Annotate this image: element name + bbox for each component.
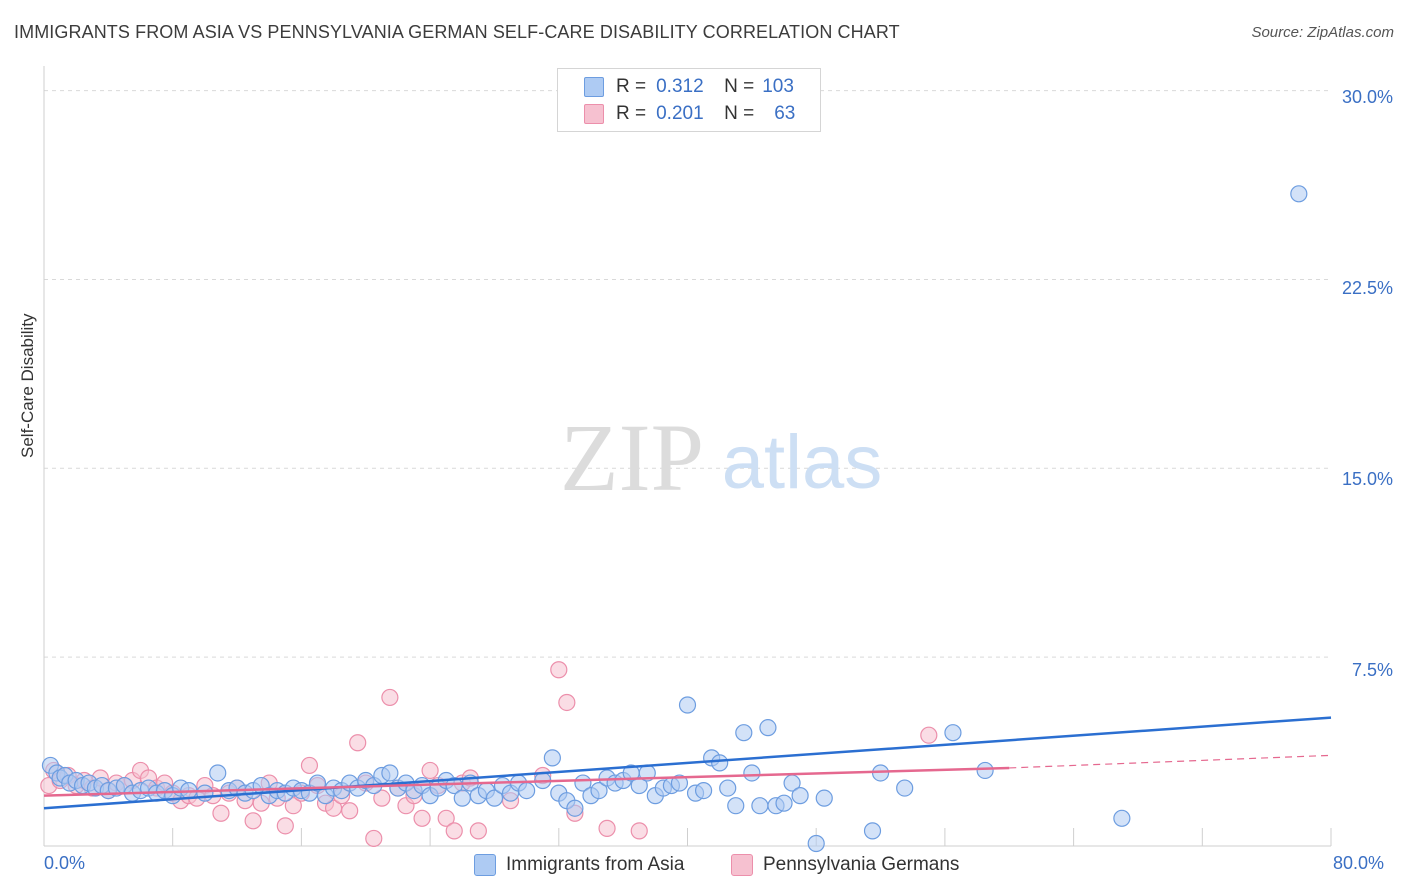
data-point-pa-german (413, 809, 431, 827)
data-point-pa-german (365, 829, 383, 848)
y-tick-30: 30.0% (1341, 87, 1393, 107)
data-point-pa-german (421, 761, 439, 780)
data-point-asia (518, 782, 536, 800)
data-point-pa-german (550, 661, 568, 679)
data-point-asia (735, 724, 753, 742)
data-point-pa-german (445, 822, 463, 840)
bottom-legend-swatch-blue (474, 854, 496, 876)
data-point-asia (678, 696, 697, 714)
watermark-zip: ZIP (560, 404, 704, 511)
data-point-pa-german (276, 817, 294, 835)
legend-r-label: R = (616, 76, 647, 97)
data-point-asia (196, 784, 214, 802)
data-point-asia (711, 754, 729, 772)
data-point-asia (381, 764, 399, 782)
data-point-asia (751, 797, 769, 815)
correlation-legend: R = 0.312 N = 103 R = 0.201 N = 63 (557, 68, 821, 132)
data-point-asia (727, 797, 745, 815)
legend-r-value: 0.312 (656, 76, 704, 97)
x-tick-80: 80.0% (1333, 853, 1385, 873)
data-point-pa-german (598, 819, 616, 837)
y-tick-22-5: 22.5% (1341, 278, 1393, 298)
legend-r-label: R = (616, 103, 647, 124)
data-point-pa-german (630, 822, 648, 840)
data-point-asia (1290, 185, 1308, 203)
data-point-pa-german (381, 688, 399, 707)
data-point-asia (944, 724, 962, 742)
data-point-pa-german (341, 802, 359, 820)
data-point-pa-german (300, 756, 319, 775)
data-point-asia (976, 761, 994, 780)
data-point-asia (775, 794, 793, 812)
data-point-pa-german (920, 726, 938, 744)
data-point-pa-german (469, 822, 487, 840)
data-point-asia (566, 799, 584, 817)
data-point-asia (590, 782, 608, 800)
chart-title: IMMIGRANTS FROM ASIA VS PENNSYLVANIA GER… (14, 22, 900, 42)
legend-swatch-blue (584, 77, 604, 97)
data-point-asia (543, 749, 561, 767)
data-point-pa-german (349, 734, 367, 752)
legend-row-pa-german: R = 0.201 N = 63 (584, 101, 795, 127)
data-point-asia (791, 787, 809, 805)
legend-n-value: 63 (774, 103, 796, 124)
legend-r-value: 0.201 (656, 103, 704, 124)
data-point-asia (694, 782, 713, 800)
bottom-legend-label: Pennsylvania Germans (763, 854, 960, 875)
bottom-legend-label: Immigrants from Asia (506, 854, 685, 875)
watermark: ZIP atlas (560, 404, 882, 511)
data-point-asia (485, 789, 504, 807)
data-point-pa-german (437, 809, 455, 827)
gridlines (44, 90, 1331, 658)
data-point-pa-german (284, 797, 302, 815)
data-point-asia (670, 774, 689, 792)
legend-n-label: N = (724, 103, 755, 124)
data-point-asia (815, 789, 833, 807)
data-point-pa-german (244, 812, 262, 830)
legend-n-label: N = (724, 76, 755, 97)
y-axis-label: Self-Care Disability (18, 313, 37, 458)
y-tick-7-5: 7.5% (1351, 660, 1393, 680)
bottom-legend-swatch-pink (731, 854, 753, 876)
data-point-asia (807, 834, 825, 853)
legend-swatch-pink (584, 104, 604, 124)
data-point-asia (896, 779, 914, 797)
bottom-legend-pa-german[interactable]: Pennsylvania Germans (731, 852, 959, 878)
data-point-pa-german (373, 789, 391, 807)
data-point-asia (743, 764, 761, 782)
trend-lines (43, 716, 1332, 810)
x-tick-0: 0.0% (44, 853, 86, 873)
axes (43, 66, 1332, 847)
data-point-pa-german (212, 804, 230, 822)
trend-line-pa-german (43, 766, 1010, 797)
data-point-asia (1113, 809, 1131, 827)
series-immigrants-from-asia (41, 185, 1308, 853)
data-point-asia (209, 764, 227, 782)
bottom-legend-asia[interactable]: Immigrants from Asia (474, 852, 684, 878)
watermark-atlas: atlas (722, 420, 883, 505)
legend-n-value: 103 (762, 76, 794, 97)
legend-row-asia: R = 0.312 N = 103 (584, 74, 794, 100)
trend-line-pa-german-extension (1009, 754, 1332, 769)
y-tick-15: 15.0% (1341, 469, 1393, 489)
data-point-asia (453, 789, 471, 807)
source-label: Source: ZipAtlas.com (1251, 24, 1394, 41)
trend-line-asia (43, 716, 1332, 810)
data-point-asia (719, 779, 737, 797)
data-point-asia (863, 822, 882, 840)
data-point-asia (759, 719, 777, 737)
data-point-pa-german (558, 693, 576, 712)
